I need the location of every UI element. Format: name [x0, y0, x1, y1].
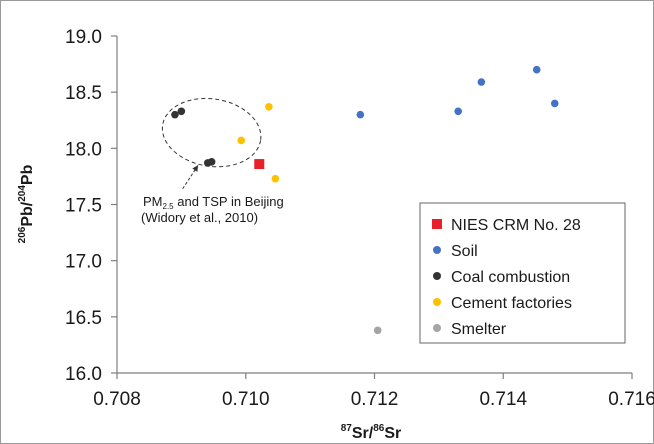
y-tick-label: 18.0: [65, 139, 102, 160]
y-tick-label: 18.5: [65, 83, 102, 104]
y-tick-label: 19.0: [65, 27, 102, 48]
x-tick-label: 0.716: [608, 389, 654, 410]
legend-marker: [432, 219, 442, 229]
point-nies-crm-no-28: [254, 159, 265, 170]
point-cement-factories: [265, 102, 273, 111]
y-tick-label: 17.5: [65, 196, 102, 217]
legend-marker: [433, 246, 441, 254]
point-soil: [454, 107, 462, 116]
legend-label: Soil: [451, 243, 478, 260]
x-ticks: 0.708 0.710 0.712 0.714 0.716: [93, 373, 654, 410]
point-cement-factories: [271, 174, 280, 183]
legend-label: NIES CRM No. 28: [451, 217, 581, 234]
annotation-line-1: PM2.5 and TSP in Beijing: [143, 194, 284, 211]
point-coal-combustion: [177, 107, 186, 116]
point-soil: [356, 110, 365, 119]
legend-marker: [433, 324, 441, 332]
legend-label: Cement factories: [451, 295, 572, 312]
y-ticks: 16.0 16.5 17.0 17.5 18.0 18.5 19.0: [65, 27, 117, 385]
legend-label: Smelter: [451, 321, 507, 338]
y-axis-title: 206Pb/204Pb: [17, 164, 36, 243]
point-coal-combustion: [207, 158, 216, 166]
legend-marker: [433, 272, 441, 280]
legend-box: [419, 202, 626, 344]
point-coal-combustion: [171, 110, 179, 119]
point-smelter: [373, 326, 382, 335]
point-cement-factories: [237, 136, 246, 145]
point-soil: [477, 78, 486, 86]
x-tick-label: 0.712: [351, 389, 399, 410]
beijing-annotation: PM2.5 and TSP in Beijing (Widory et al.,…: [141, 97, 284, 225]
legend-marker: [433, 298, 441, 306]
x-tick-label: 0.710: [222, 389, 270, 410]
y-tick-label: 16.5: [65, 308, 102, 329]
x-tick-label: 0.714: [479, 389, 527, 410]
point-soil: [550, 99, 559, 108]
legend-label: Coal combustion: [451, 269, 570, 286]
y-tick-label: 17.0: [65, 252, 102, 273]
point-soil: [532, 65, 541, 74]
annotation-arrow-head: [192, 165, 199, 172]
annotation-line-2: (Widory et al., 2010): [141, 210, 258, 225]
data-points: [171, 65, 559, 335]
x-axis-title: 87Sr/86Sr: [341, 423, 402, 442]
x-tick-label: 0.708: [93, 389, 141, 410]
legend: NIES CRM No. 28 Soil Coal combustion Cement…: [419, 202, 626, 344]
y-tick-label: 16.0: [65, 364, 102, 385]
